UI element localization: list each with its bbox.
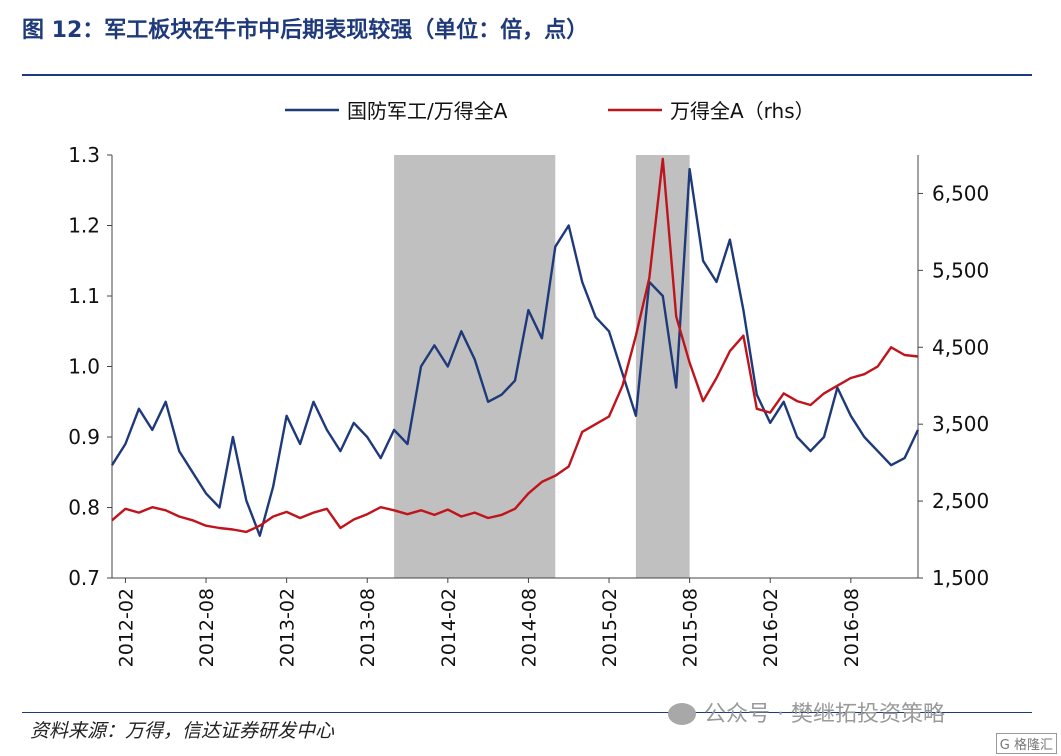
footer-rule	[22, 712, 1032, 713]
x-tick-label: 2012-08	[196, 588, 218, 667]
x-tick-label: 2015-02	[599, 588, 621, 667]
series-line-2	[111, 157, 919, 534]
title-rule	[22, 74, 1032, 76]
source-note: 资料来源：万得，信达证券研发中心	[30, 720, 335, 742]
legend-label-2: 万得全A（rhs）	[670, 99, 815, 123]
x-tick-label: 2013-02	[277, 588, 299, 667]
series-line-1	[110, 167, 920, 537]
x-tick-label: 2016-08	[841, 588, 863, 667]
x-tick-label: 2016-02	[760, 588, 782, 667]
left-tick-label: 0.8	[68, 496, 100, 520]
right-tick-label: 4,500	[932, 335, 989, 359]
x-tick-label: 2014-02	[438, 588, 460, 667]
wechat-icon	[668, 703, 696, 725]
left-tick-label: 1.0	[68, 355, 100, 379]
left-tick-label: 1.2	[68, 214, 100, 238]
shaded-period-2	[635, 155, 690, 578]
right-tick-label: 2,500	[932, 489, 989, 513]
legend: 国防军工/万得全A 万得全A（rhs）	[285, 99, 815, 123]
site-badge: G 格隆汇	[995, 733, 1057, 754]
x-tick-label: 2012-02	[115, 588, 137, 667]
left-tick-label: 1.1	[68, 284, 100, 308]
left-tick-label: 0.7	[68, 566, 100, 590]
right-tick-label: 5,500	[932, 258, 989, 282]
right-tick-label: 6,500	[932, 181, 989, 205]
x-tick-label: 2015-08	[680, 588, 702, 667]
x-tick-label: 2014-08	[518, 588, 540, 667]
chart-title: 图 12：军工板块在牛市中后期表现较强（单位：倍，点）	[22, 18, 589, 43]
watermark: 公众号 · 樊继拓投资策略	[668, 696, 945, 728]
right-tick-label: 3,500	[932, 412, 989, 436]
left-tick-label: 1.3	[68, 143, 100, 167]
x-tick-label: 2013-08	[357, 588, 379, 667]
right-tick-label: 1,500	[932, 566, 989, 590]
watermark-text: 公众号 · 樊继拓投资策略	[704, 702, 945, 727]
axes: 0.7 0.8 0.9 1.0 1.1 1.2 1.3 1,500 2,500 3,500 4,50…	[68, 143, 989, 667]
legend-label-1: 国防军工/万得全A	[347, 99, 508, 123]
chart: 0.7 0.8 0.9 1.0 1.1 1.2 1.3 1,500 2,500 3,500 4,50…	[68, 99, 989, 667]
shaded-period-1	[394, 155, 556, 578]
left-tick-label: 0.9	[68, 425, 100, 449]
series-lines	[110, 157, 920, 537]
